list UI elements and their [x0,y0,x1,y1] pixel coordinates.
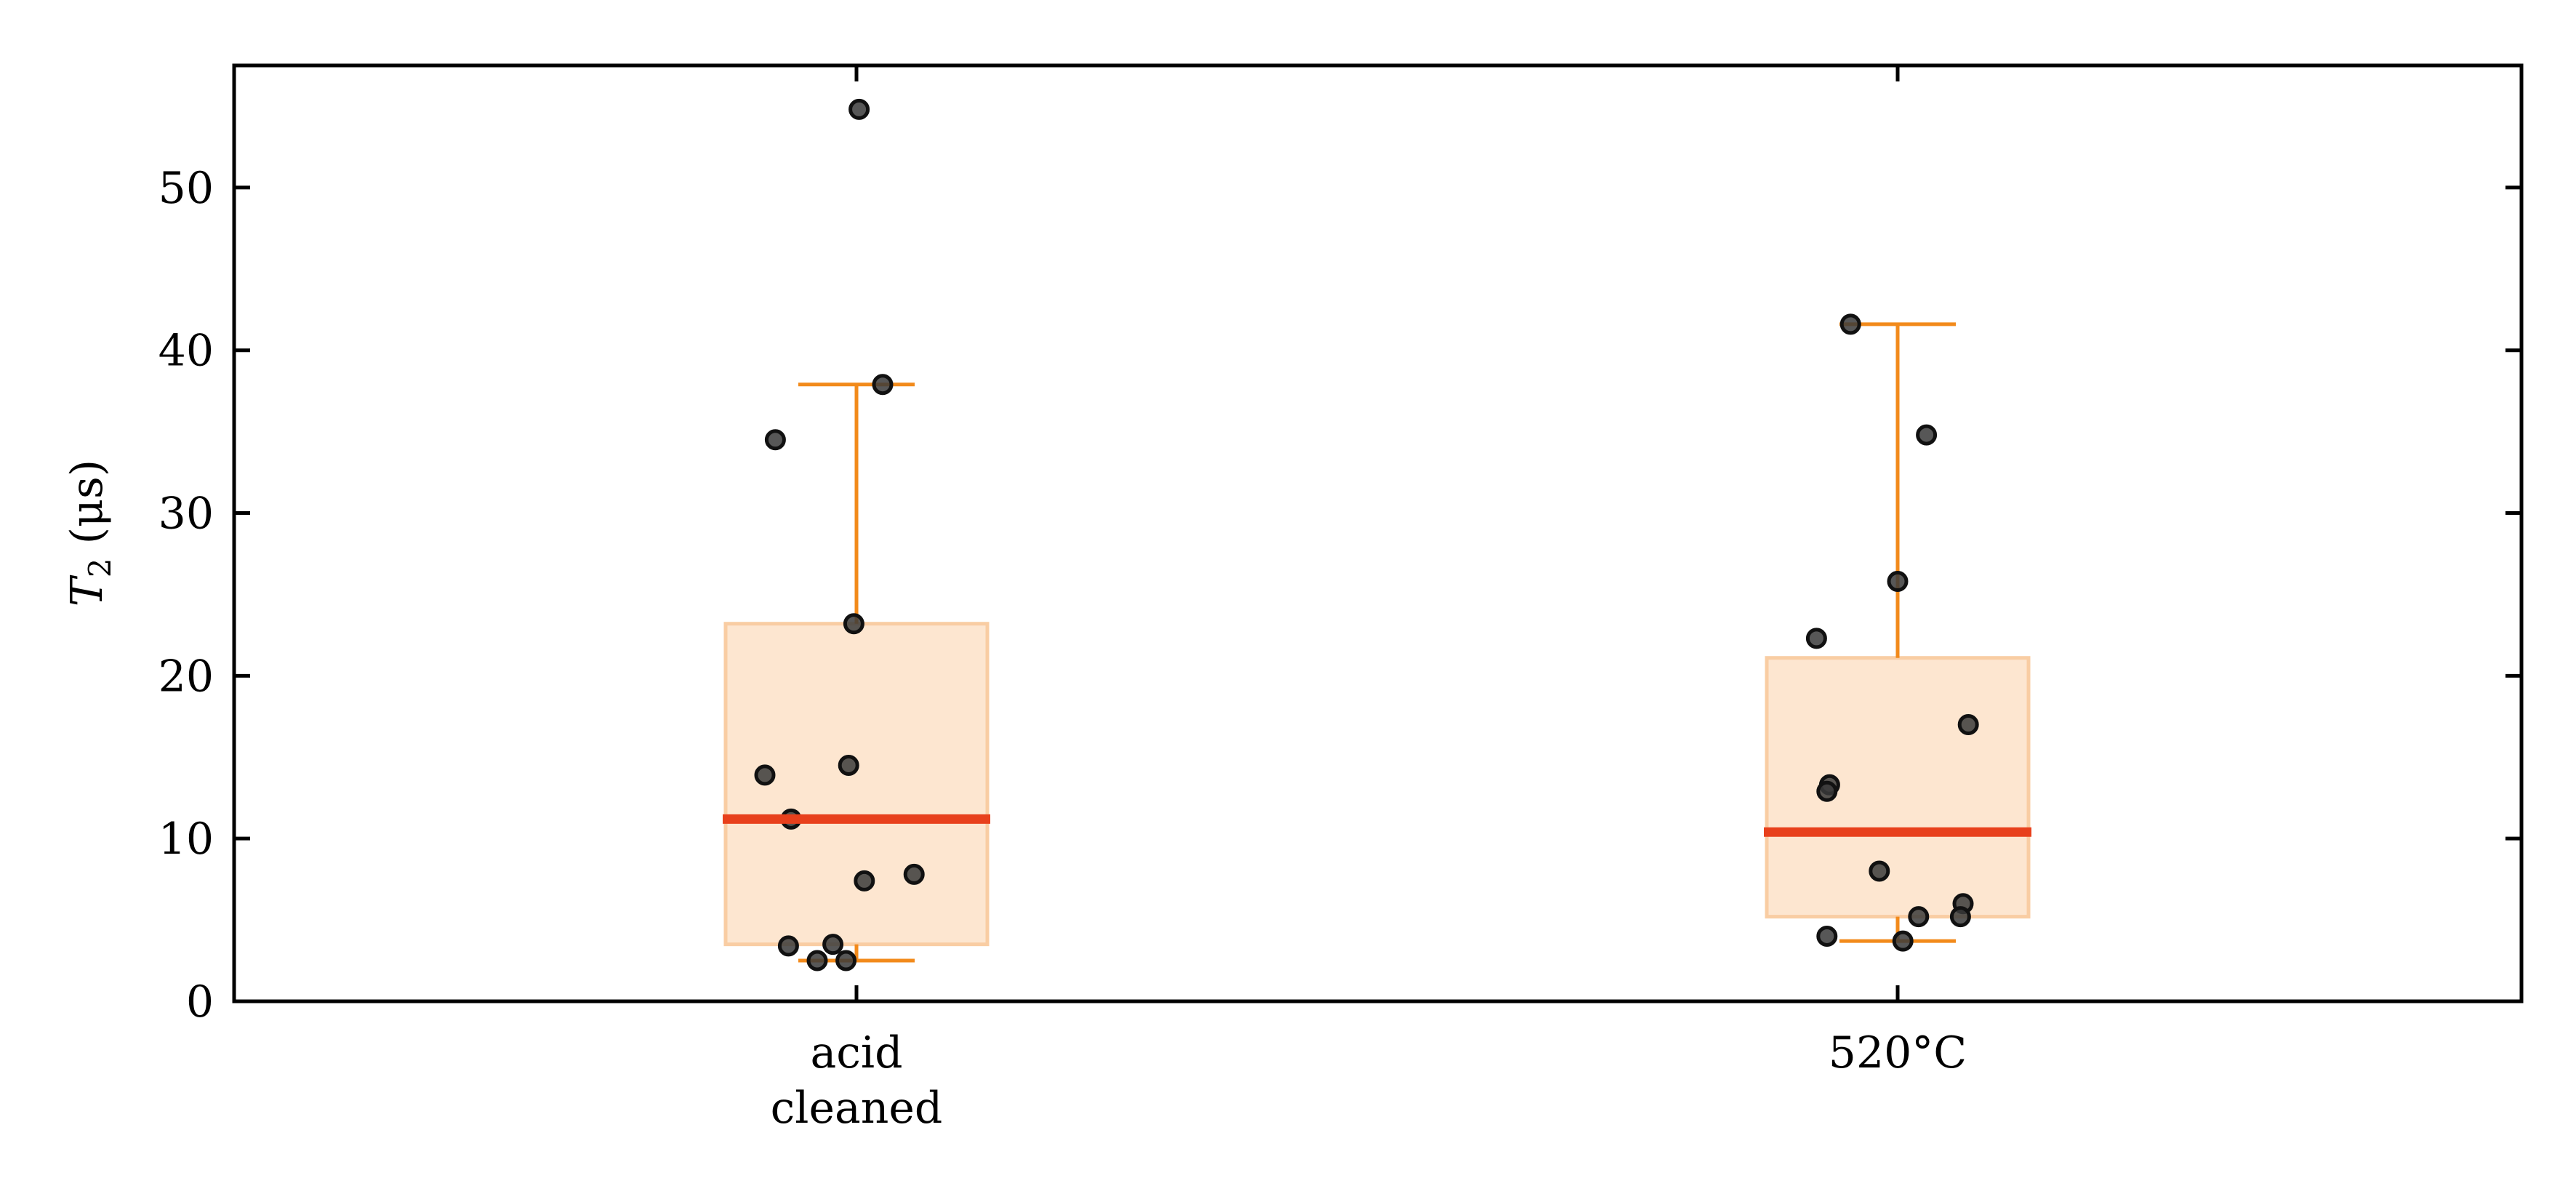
point-0-5 [754,764,776,786]
point-0-1 [872,374,894,396]
xtick-label-1: 520°C [1829,1027,1967,1078]
point-1-1 [1916,424,1938,446]
xtick-label-line-0-0: acid [811,1027,903,1078]
point-0-12 [835,950,857,971]
ytick-label-4: 40 [159,326,214,377]
point-1-6 [1816,780,1838,802]
labels-layer: 0 10 20 30 40 50 acid cleaned 520°C T2 (μs) [62,163,1967,1134]
xtick-label-line-0-1: cleaned [771,1083,943,1134]
axes-layer [232,63,2524,1003]
point-1-11 [1816,925,1838,947]
ytick-label-0: 0 [186,977,214,1027]
y-axis-label-unit: (μs) [62,460,113,558]
point-0-10 [822,934,844,955]
point-0-4 [838,754,859,776]
point-1-12 [1892,930,1914,952]
xtick-label-line-1-0: 520°C [1829,1027,1967,1078]
y-axis-label-subscript: 2 [82,558,118,577]
y-axis-label-symbol: T [62,574,113,606]
points-layer [723,98,2031,971]
point-1-2 [1887,571,1909,593]
y-axis-label: T2 (μs) [62,460,118,606]
point-0-8 [854,870,875,892]
point-1-10 [1949,906,1971,928]
point-0-2 [764,429,786,451]
ytick-label-1: 10 [159,814,214,865]
xtick-label-0: acid cleaned [771,1027,943,1134]
point-1-0 [1839,313,1861,335]
ytick-label-5: 50 [159,163,214,214]
point-1-4 [1957,713,1979,735]
box-1 [1765,656,2031,919]
ytick-label-2: 20 [159,651,214,702]
plot-frame [232,63,2524,1003]
point-1-7 [1869,860,1890,882]
point-0-11 [806,950,828,971]
boxes-layer [723,322,2031,963]
point-0-9 [777,935,799,957]
ytick-label-3: 30 [159,489,214,540]
point-1-3 [1805,628,1827,649]
point-0-3 [843,613,864,635]
point-0-7 [903,863,925,885]
point-0-0 [848,98,870,120]
point-1-9 [1908,906,1930,928]
